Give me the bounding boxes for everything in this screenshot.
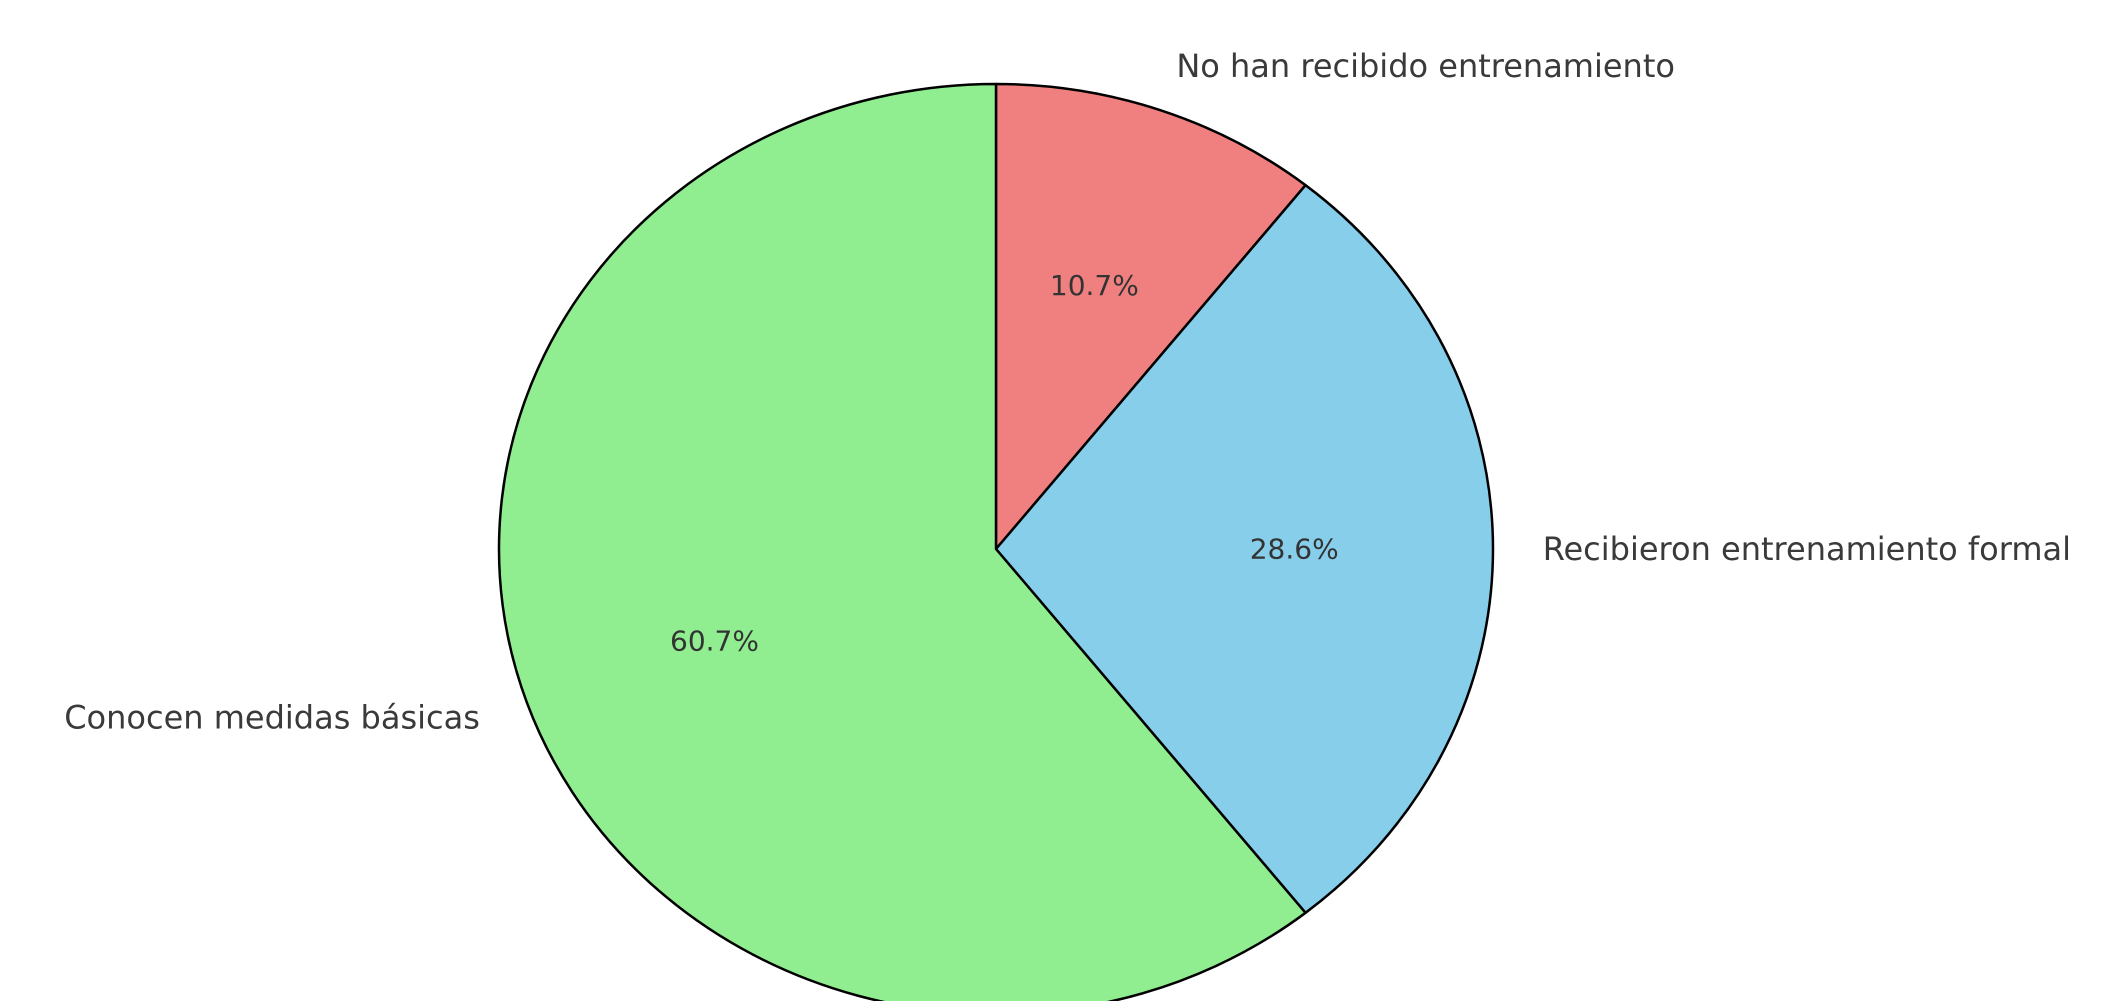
percentage-labels: 10.7% 28.6% 60.7%: [670, 269, 1339, 657]
slice-percentage-label: 10.7%: [1050, 269, 1139, 302]
slice-percentage-label: 60.7%: [670, 625, 759, 658]
pie-slice-1: [994, 82, 1307, 551]
pie-slices: [497, 82, 1495, 1001]
pie-slice-2: [994, 183, 1495, 915]
slice-category-label: No han recibido entrenamiento: [1176, 47, 1675, 85]
slice-percentage-label: 28.6%: [1250, 533, 1339, 566]
pie-slice-3: [497, 82, 1307, 1001]
slice-category-label: Recibieron entrenamiento formal: [1543, 530, 2071, 568]
category-labels: No han recibido entrenamiento Recibieron …: [64, 47, 2071, 737]
slice-category-label: Conocen medidas básicas: [64, 699, 480, 737]
